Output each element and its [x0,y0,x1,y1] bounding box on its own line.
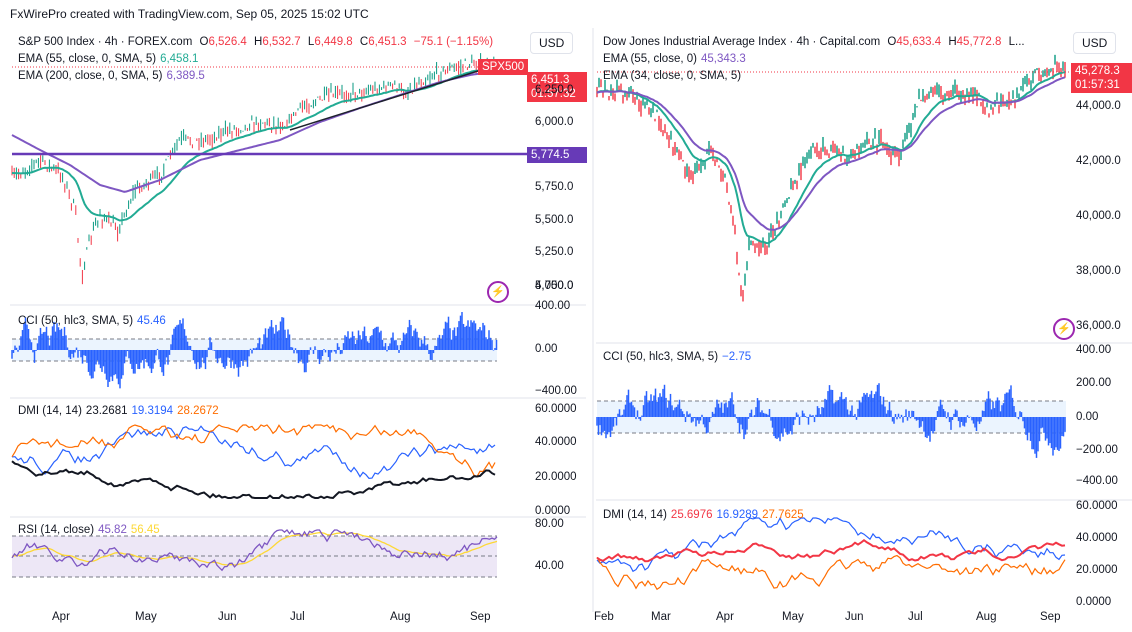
left-price-tick: 6,250.0 [535,84,574,96]
left-symbol: S&P 500 Index · 4h · FOREX.com [18,36,193,48]
trend-line [289,64,498,131]
left-open: 6,526.4 [208,36,247,48]
right-price-tick: 40,000.0 [1076,210,1121,222]
right-cci-legend: CCI (50, hlc3, SMA, 5) −2.75 [603,351,752,363]
left-low: 6,449.8 [314,36,353,48]
left-hline-tag: 5,774.5 [527,147,587,163]
right-price-tick: 42,000.0 [1076,155,1121,167]
left-month-label: Sep [470,611,491,623]
left-price-tick: 4,750.0 [535,280,574,292]
right-dmi-plus-line [596,516,1066,573]
right-ema34-legend: EMA (34, close, 0, SMA, 5) [603,70,742,82]
left-price-tag: 6,451.3 01:57:32 [527,72,587,102]
page-header: FxWirePro created with TradingView.com, … [10,7,369,21]
left-rsi-legend: RSI (14, close) 45.82 56.45 [18,524,160,536]
right-dmi-tick: 0.0000 [1076,596,1112,608]
right-price-tick: 38,000.0 [1076,265,1121,277]
left-close: 6,451.3 [368,36,407,48]
left-alert-icon[interactable]: ⚡ [487,281,509,303]
left-dmi-adx-line [11,460,496,500]
left-dmi-tick: 20.0000 [535,471,577,483]
left-price-tick: 5,500.0 [535,214,574,226]
right-symbol: Dow Jones Industrial Average Index · 4h … [603,36,881,48]
right-dmi-tick: 60.0000 [1076,500,1118,512]
left-dmi-tick: 60.0000 [535,403,577,415]
left-price-tick: 5,750.0 [535,181,574,193]
left-high: 6,532.7 [262,36,301,48]
right-cci-tick: 200.00 [1076,377,1112,389]
left-rsi-tick: 40.00 [535,560,564,572]
left-month-label: Jul [290,611,305,623]
right-month-label: Aug [976,611,997,623]
right-alert-icon[interactable]: ⚡ [1053,318,1075,340]
right-dmi-minus-line [596,554,1066,591]
ema34-line [596,71,1066,245]
left-dmi-minus-line [11,424,496,478]
left-cci-tick: −400.00 [535,385,577,397]
left-cci-tick: 400.00 [535,300,571,312]
right-month-label: Jun [845,611,864,623]
right-dmi-adx-line [596,538,1066,563]
right-dmi-tick: 40.0000 [1076,532,1118,544]
left-month-label: Apr [52,611,70,623]
left-ema55-legend: EMA (55, close, 0, SMA, 5) 6,458.1 [18,53,199,65]
left-price-tick: 6,000.0 [535,116,574,128]
left-month-label: May [135,611,157,623]
left-dmi-plus-line [11,425,496,480]
left-month-label: Jun [218,611,237,623]
left-cci-legend: CCI (50, hlc3, SMA, 5) 45.46 [18,315,166,327]
left-symbol-tag: SPX500 [478,59,529,75]
right-month-label: Mar [651,611,671,623]
left-change: −75.1 (−1.15%) [413,36,494,48]
right-dmi-legend: DMI (14, 14) 25.6976 16.9289 27.7625 [603,509,804,521]
right-cci-tick: 0.00 [1076,411,1099,423]
left-dmi-tick: 0.0000 [535,505,571,517]
left-price-tick: 5,000.0 [535,280,574,292]
right-month-label: May [782,611,804,623]
rsi-line [11,529,498,572]
ema55-line [11,67,497,222]
left-dmi-tick: 40.0000 [535,436,577,448]
left-price-tick: 5,250.0 [535,246,574,258]
right-ema55-legend: EMA (55, close, 0) 45,343.3 [603,53,746,65]
right-dmi-tick: 20.0000 [1076,564,1118,576]
right-legend: Dow Jones Industrial Average Index · 4h … [603,36,1025,48]
right-price-tick: 36,000.0 [1076,320,1121,332]
left-currency-button[interactable]: USD [530,32,574,54]
left-rsi-tick: 80.00 [535,518,564,530]
left-legend: S&P 500 Index · 4h · FOREX.com O6,526.4 … [18,36,494,48]
right-cci-tick: 400.00 [1076,344,1112,356]
right-month-label: Apr [716,611,734,623]
right-price-tick: 44,000.0 [1076,100,1121,112]
right-price-tag: 45,278.3 01:57:31 [1071,63,1132,93]
left-month-label: Aug [390,611,411,623]
right-month-label: Sep [1040,611,1061,623]
right-currency-button[interactable]: USD [1073,32,1117,54]
right-cci-tick: −400.00 [1076,475,1118,487]
right-month-label: Feb [594,611,614,623]
left-cci-tick: 0.00 [535,343,558,355]
left-ema200-legend: EMA (200, close, 0, SMA, 5) 6,389.5 [18,70,205,82]
right-month-label: Jul [908,611,923,623]
ema55-line [596,76,1066,231]
left-dmi-legend: DMI (14, 14) 23.2681 19.3194 28.2672 [18,405,219,417]
right-cci-tick: −200.00 [1076,444,1118,456]
